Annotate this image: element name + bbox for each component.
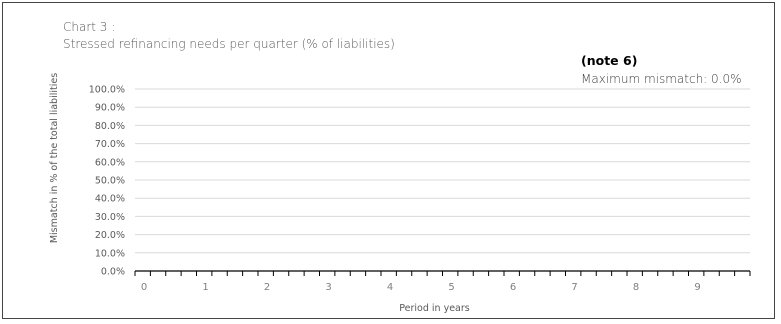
y-tick-label: 70.0% xyxy=(95,139,125,150)
x-tick-label: 8 xyxy=(633,282,639,293)
y-tick-label: 30.0% xyxy=(95,212,125,223)
x-tick-label: 2 xyxy=(264,282,270,293)
x-axis-title: Period in years xyxy=(399,303,470,314)
y-tick-label: 0.0% xyxy=(101,267,125,278)
x-tick-label: 7 xyxy=(571,282,577,293)
note-title: (note 6) xyxy=(581,53,638,68)
x-tick-label: 5 xyxy=(448,282,454,293)
y-tick-label: 20.0% xyxy=(95,230,125,241)
y-tick-label: 60.0% xyxy=(95,157,125,168)
chart-frame xyxy=(2,2,775,319)
y-tick-label: 40.0% xyxy=(95,194,125,205)
x-tick-label: 3 xyxy=(325,282,331,293)
x-tick-label: 0 xyxy=(141,282,147,293)
x-tick-label: 4 xyxy=(387,282,393,293)
y-tick-label: 10.0% xyxy=(95,248,125,259)
y-tick-label: 50.0% xyxy=(95,176,125,187)
max-mismatch-text: Maximum mismatch: 0.0% xyxy=(581,72,742,86)
x-tick-label: 9 xyxy=(694,282,700,293)
y-axis-title: Mismatch in % of the total liabilities xyxy=(49,73,60,243)
y-tick-label: 80.0% xyxy=(95,121,125,132)
chart-subtitle: Stressed refinancing needs per quarter (… xyxy=(63,37,395,51)
x-tick-label: 6 xyxy=(510,282,516,293)
y-tick-label: 100.0% xyxy=(89,85,125,96)
chart-title: Chart 3 : xyxy=(63,20,116,34)
x-tick-label: 1 xyxy=(202,282,208,293)
y-tick-label: 90.0% xyxy=(95,103,125,114)
